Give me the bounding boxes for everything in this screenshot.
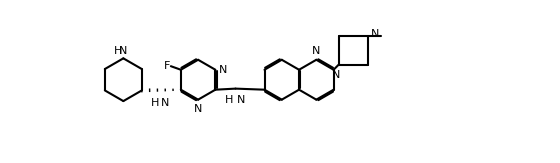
Text: N: N bbox=[219, 65, 227, 75]
Text: N: N bbox=[311, 46, 320, 56]
Text: N: N bbox=[119, 46, 128, 56]
Text: N: N bbox=[332, 70, 340, 80]
Text: N: N bbox=[371, 29, 380, 39]
Text: N: N bbox=[161, 98, 170, 108]
Text: N: N bbox=[237, 95, 245, 105]
Text: H: H bbox=[114, 46, 123, 56]
Text: N: N bbox=[194, 104, 202, 114]
Text: F: F bbox=[164, 61, 170, 71]
Text: H: H bbox=[151, 98, 159, 108]
Text: H: H bbox=[225, 95, 234, 105]
